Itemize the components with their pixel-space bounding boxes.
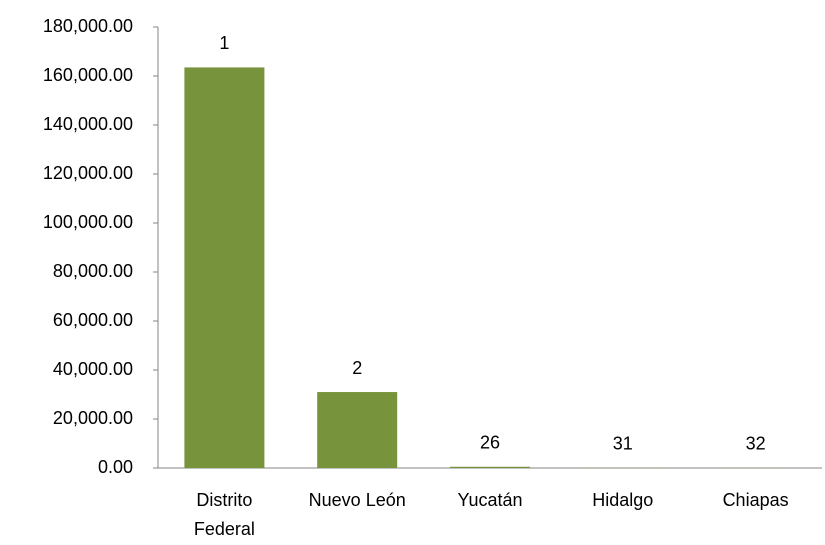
bar (317, 392, 398, 468)
y-tick-label: 0.00 (98, 457, 133, 477)
x-tick-label: Chiapas (723, 490, 789, 510)
y-tick-label: 140,000.00 (43, 114, 133, 134)
bar (184, 67, 265, 469)
rank-label: 32 (746, 434, 766, 454)
y-tick-label: 100,000.00 (43, 212, 133, 232)
x-tick-label: Nuevo León (309, 490, 406, 510)
rank-label: 26 (480, 433, 500, 453)
y-tick-label: 40,000.00 (53, 359, 133, 379)
rank-label: 2 (352, 358, 362, 378)
rank-label: 31 (613, 434, 633, 454)
y-tick-label: 20,000.00 (53, 408, 133, 428)
x-tick-label: Yucatán (457, 490, 522, 510)
y-tick-label: 180,000.00 (43, 16, 133, 36)
x-tick-label: Hidalgo (592, 490, 653, 510)
x-tick-label: Distrito Federal (194, 490, 255, 539)
y-tick-label: 60,000.00 (53, 310, 133, 330)
y-tick-label: 80,000.00 (53, 261, 133, 281)
y-tick-label: 120,000.00 (43, 163, 133, 183)
y-tick-label: 160,000.00 (43, 65, 133, 85)
bar (450, 466, 530, 468)
rank-label: 1 (219, 33, 229, 53)
